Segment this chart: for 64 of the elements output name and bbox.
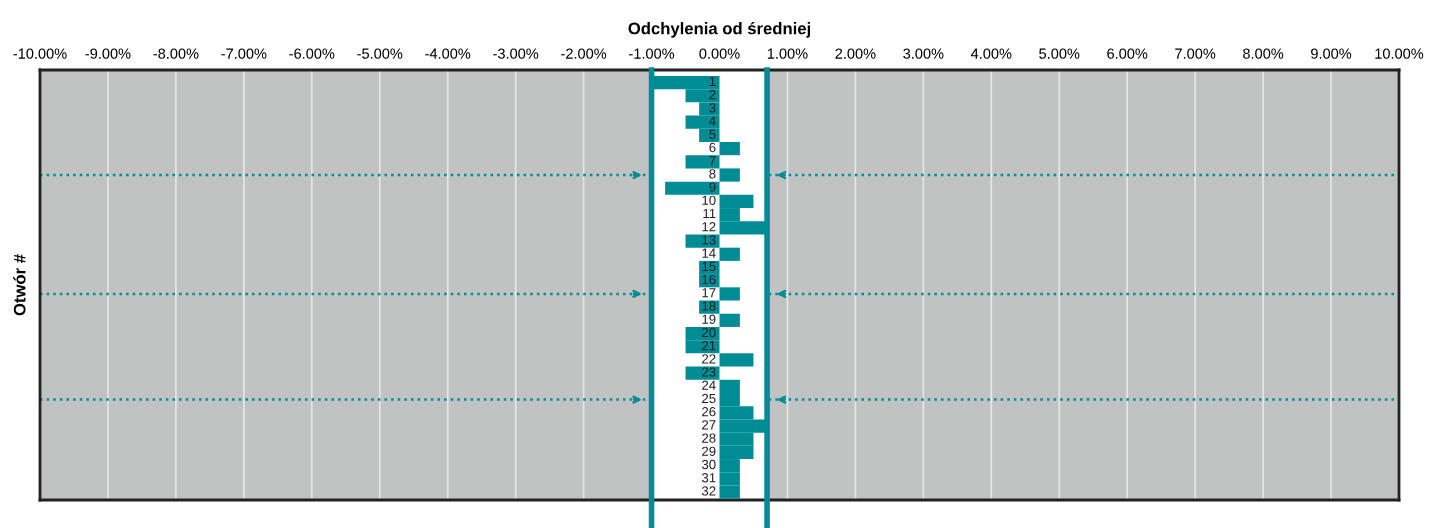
x-tick-label: -6.00%: [289, 48, 335, 59]
bar: [719, 313, 740, 327]
y-tick-label: 28: [702, 433, 716, 443]
bar: [719, 142, 740, 156]
y-tick-label: 29: [702, 446, 716, 456]
y-tick-label: 31: [701, 473, 716, 483]
y-tick-label: 27: [702, 420, 716, 430]
y-tick-label: 14: [702, 248, 716, 258]
x-tick-label: -10.00%: [13, 48, 67, 59]
bar: [685, 234, 720, 248]
y-tick-label: 17: [702, 288, 716, 298]
x-tick-label: -4.00%: [425, 48, 471, 59]
y-tick-label: 15: [702, 261, 716, 272]
bar: [665, 181, 720, 195]
x-tick-label: 9.00%: [1311, 48, 1352, 59]
x-tick-label: 0.00%: [699, 48, 740, 59]
bar: [719, 287, 740, 301]
x-tick-label: 1.00%: [767, 48, 808, 59]
x-tick-label: -9.00%: [85, 48, 131, 59]
x-tick-label: -7.00%: [221, 48, 267, 59]
y-tick-label: 26: [702, 407, 716, 417]
y-tick-label: 25: [702, 393, 716, 404]
bar: [719, 353, 754, 367]
y-tick-label: 22: [702, 354, 716, 364]
bar: [719, 168, 740, 182]
y-tick-label: 23: [702, 367, 716, 377]
x-tick-label: 3.00%: [903, 48, 944, 59]
y-tick-label: 19: [702, 314, 716, 324]
y-tick-label: 24: [702, 380, 716, 390]
x-tick-label: 2.00%: [835, 48, 876, 59]
y-tick-label: 2: [709, 89, 716, 100]
x-tick-label: -1.00%: [629, 48, 675, 59]
bar: [719, 247, 740, 261]
x-tick-label: -5.00%: [357, 48, 403, 59]
y-tick-label: 10: [702, 195, 716, 205]
y-tick-label: 6: [709, 142, 716, 153]
x-tick-label: -8.00%: [153, 48, 199, 59]
y-tick-label: 11: [703, 208, 716, 219]
y-tick-label: 3: [709, 103, 716, 113]
y-tick-label: 32: [701, 486, 716, 496]
y-tick-label: 5: [709, 129, 716, 139]
y-tick-label: 16: [702, 274, 716, 285]
x-tick-label: -2.00%: [561, 48, 607, 59]
y-axis-title: Otwór #: [13, 254, 26, 316]
y-tick-label: 7: [709, 156, 716, 166]
y-tick-label: 4: [709, 116, 716, 126]
x-axis-title: Odchylenia od średniej: [628, 21, 811, 38]
bar: [685, 155, 720, 169]
y-tick-label: 1: [709, 76, 716, 86]
x-tick-label: 10.00%: [1375, 48, 1424, 59]
x-tick-label: 8.00%: [1243, 48, 1284, 59]
x-tick-label: 7.00%: [1175, 48, 1216, 59]
y-tick-label: 12: [702, 222, 716, 232]
y-tick-label: 20: [702, 327, 716, 338]
y-tick-label: 9: [709, 182, 716, 192]
y-tick-label: 21: [702, 340, 716, 351]
x-tick-label: 6.00%: [1107, 48, 1148, 59]
x-tick-label: -3.00%: [493, 48, 539, 59]
y-tick-label: 18: [702, 301, 716, 311]
y-tick-label: 8: [709, 169, 716, 179]
y-tick-label: 30: [701, 459, 716, 470]
x-tick-label: 4.00%: [970, 48, 1012, 59]
y-tick-label: 13: [702, 235, 716, 245]
x-tick-label: 5.00%: [1039, 48, 1080, 59]
